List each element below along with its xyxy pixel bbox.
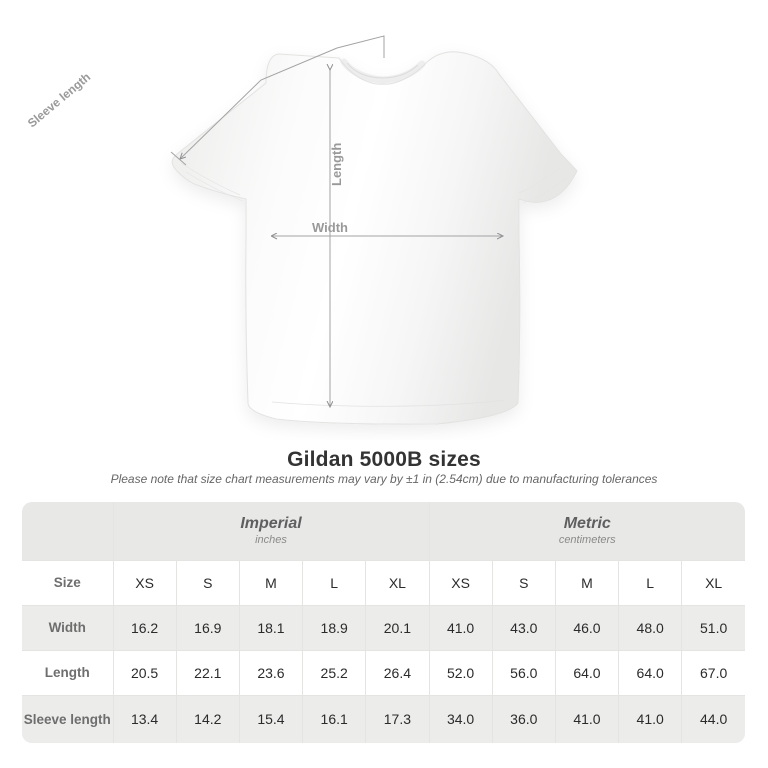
svg-text:Width: Width	[312, 220, 348, 235]
svg-text:Length: Length	[329, 143, 344, 186]
svg-text:Sleeve length: Sleeve length	[25, 70, 93, 130]
